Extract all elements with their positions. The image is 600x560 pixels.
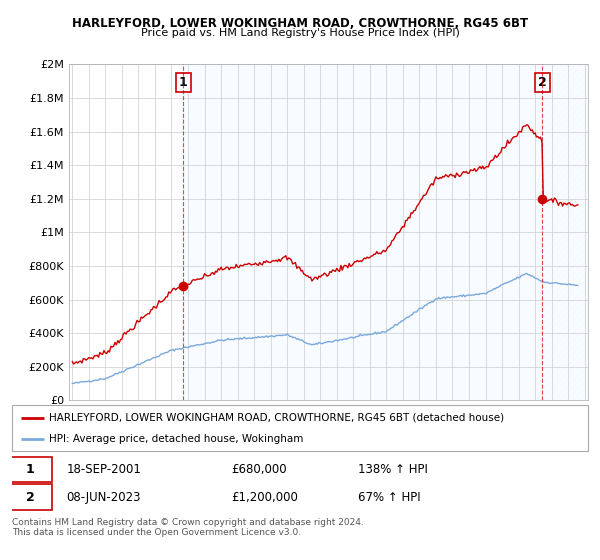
Text: 1: 1 xyxy=(179,76,188,89)
Text: £680,000: £680,000 xyxy=(231,463,287,476)
Text: 1: 1 xyxy=(26,463,35,476)
Text: 2: 2 xyxy=(538,76,547,89)
Text: 2: 2 xyxy=(26,491,35,503)
Text: Contains HM Land Registry data © Crown copyright and database right 2024.
This d: Contains HM Land Registry data © Crown c… xyxy=(12,518,364,538)
Text: 18-SEP-2001: 18-SEP-2001 xyxy=(67,463,142,476)
Text: Price paid vs. HM Land Registry's House Price Index (HPI): Price paid vs. HM Land Registry's House … xyxy=(140,28,460,38)
Bar xyxy=(542,64,593,400)
Text: HPI: Average price, detached house, Wokingham: HPI: Average price, detached house, Woki… xyxy=(49,435,304,444)
Text: HARLEYFORD, LOWER WOKINGHAM ROAD, CROWTHORNE, RG45 6BT: HARLEYFORD, LOWER WOKINGHAM ROAD, CROWTH… xyxy=(72,17,528,30)
Text: HARLEYFORD, LOWER WOKINGHAM ROAD, CROWTHORNE, RG45 6BT (detached house): HARLEYFORD, LOWER WOKINGHAM ROAD, CROWTH… xyxy=(49,413,505,423)
Text: 138% ↑ HPI: 138% ↑ HPI xyxy=(358,463,427,476)
Bar xyxy=(184,64,542,400)
FancyBboxPatch shape xyxy=(9,484,52,510)
Text: £1,200,000: £1,200,000 xyxy=(231,491,298,503)
Text: 08-JUN-2023: 08-JUN-2023 xyxy=(67,491,141,503)
Text: 67% ↑ HPI: 67% ↑ HPI xyxy=(358,491,420,503)
FancyBboxPatch shape xyxy=(9,456,52,482)
